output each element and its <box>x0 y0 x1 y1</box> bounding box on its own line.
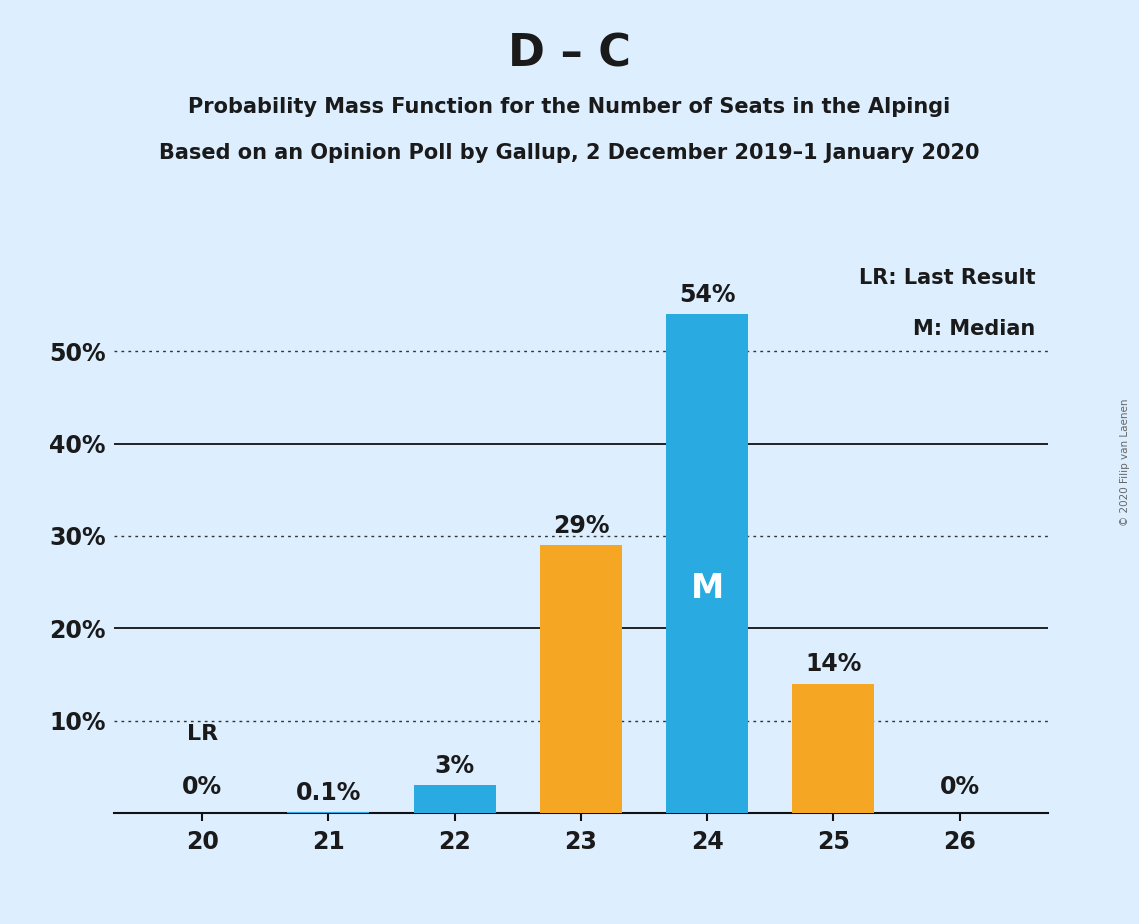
Bar <box>793 684 875 813</box>
Bar <box>666 314 748 813</box>
Text: 14%: 14% <box>805 652 861 676</box>
Text: D – C: D – C <box>508 32 631 76</box>
Text: M: Median: M: Median <box>913 319 1035 339</box>
Text: 54%: 54% <box>679 283 736 307</box>
Text: 0%: 0% <box>940 775 980 799</box>
Text: 0%: 0% <box>182 775 222 799</box>
Text: 29%: 29% <box>552 514 609 538</box>
Text: Probability Mass Function for the Number of Seats in the Alpingi: Probability Mass Function for the Number… <box>188 97 951 117</box>
Text: LR: LR <box>187 723 218 744</box>
Bar <box>413 785 495 813</box>
Bar <box>540 545 622 813</box>
Text: 0.1%: 0.1% <box>296 781 361 805</box>
Bar <box>287 812 369 813</box>
Text: LR: Last Result: LR: Last Result <box>859 268 1035 288</box>
Text: 3%: 3% <box>435 754 475 778</box>
Text: © 2020 Filip van Laenen: © 2020 Filip van Laenen <box>1120 398 1130 526</box>
Text: Based on an Opinion Poll by Gallup, 2 December 2019–1 January 2020: Based on an Opinion Poll by Gallup, 2 De… <box>159 143 980 164</box>
Text: M: M <box>690 572 723 605</box>
